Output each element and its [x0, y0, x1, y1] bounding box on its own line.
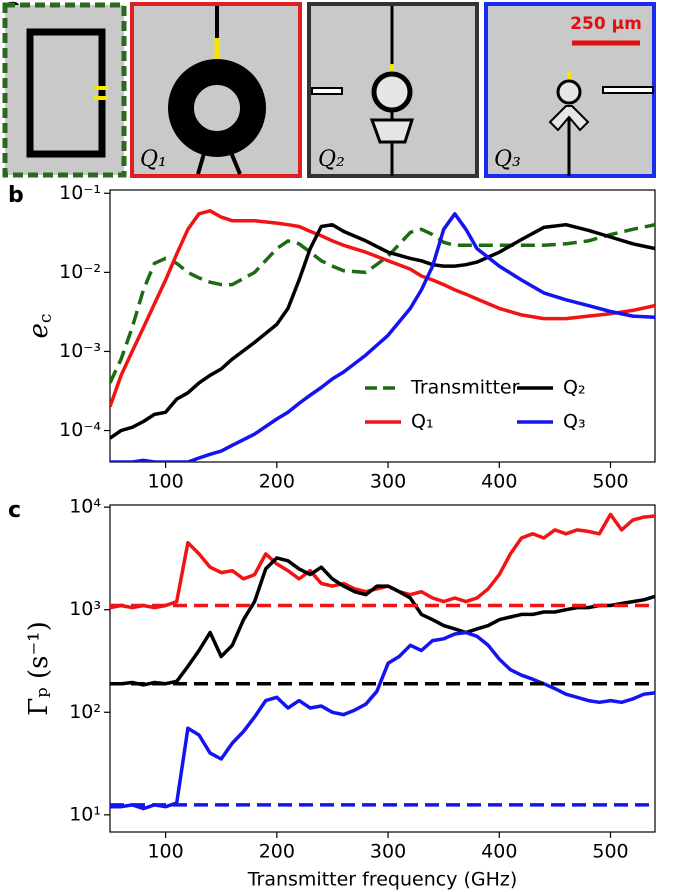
y-tick-label: 10⁴	[69, 496, 101, 518]
tile-label: Q₁	[140, 147, 167, 172]
x-tick-label: 400	[481, 841, 517, 863]
tile-q2: Q₂	[307, 2, 479, 178]
legend-label: Q₃	[563, 411, 586, 433]
y-axis-label-base: e	[24, 323, 54, 338]
data-line	[110, 212, 655, 462]
tile-transmitter	[2, 2, 127, 178]
tile-label: Q₃	[494, 147, 521, 172]
y-axis-label: ec	[24, 314, 56, 339]
data-line	[110, 222, 655, 440]
data-line	[110, 222, 655, 384]
x-tick-label: 400	[481, 471, 517, 493]
panel-label: b	[8, 183, 24, 208]
y-tick-label: 10⁻²	[59, 261, 101, 283]
plot-frame	[109, 189, 656, 463]
x-tick-label: 200	[259, 841, 295, 863]
legend-label: Transmitter	[410, 377, 520, 399]
legend-label: Q₂	[563, 377, 586, 399]
y-axis-label: Γₚ (s⁻¹)	[24, 621, 54, 715]
panel-label: c	[8, 498, 21, 523]
y-tick-label: 10²	[69, 701, 101, 723]
y-axis-label-sub: c	[36, 314, 56, 324]
tile-q3: 250 μm Q₃	[484, 2, 656, 178]
data-line	[110, 556, 655, 687]
y-tick-label: 10³	[69, 598, 101, 620]
x-tick-label: 200	[259, 471, 295, 493]
tile-label: Q₂	[318, 147, 345, 172]
y-tick-label: 10⁻³	[59, 340, 101, 362]
data-line	[110, 630, 655, 811]
x-tick-label: 300	[370, 841, 406, 863]
series-group	[110, 209, 655, 462]
x-tick-label: 100	[147, 471, 183, 493]
plot-frame	[109, 504, 656, 833]
data-line	[110, 209, 655, 408]
y-tick-label: 10¹	[69, 803, 101, 825]
x-tick-label: 300	[370, 471, 406, 493]
x-axis-label: Transmitter frequency (GHz)	[247, 869, 518, 891]
series-group	[110, 512, 655, 811]
data-line	[110, 512, 655, 610]
x-tick-label: 500	[592, 471, 628, 493]
y-tick-label: 10⁻⁴	[59, 419, 101, 441]
y-tick-label: 10⁻¹	[59, 182, 101, 204]
x-tick-label: 100	[147, 841, 183, 863]
legend-label: Q₁	[411, 411, 434, 433]
tile-q1: Q₁	[130, 2, 302, 178]
scale-bar-label: 250 μm	[570, 14, 642, 34]
x-tick-label: 500	[592, 841, 628, 863]
